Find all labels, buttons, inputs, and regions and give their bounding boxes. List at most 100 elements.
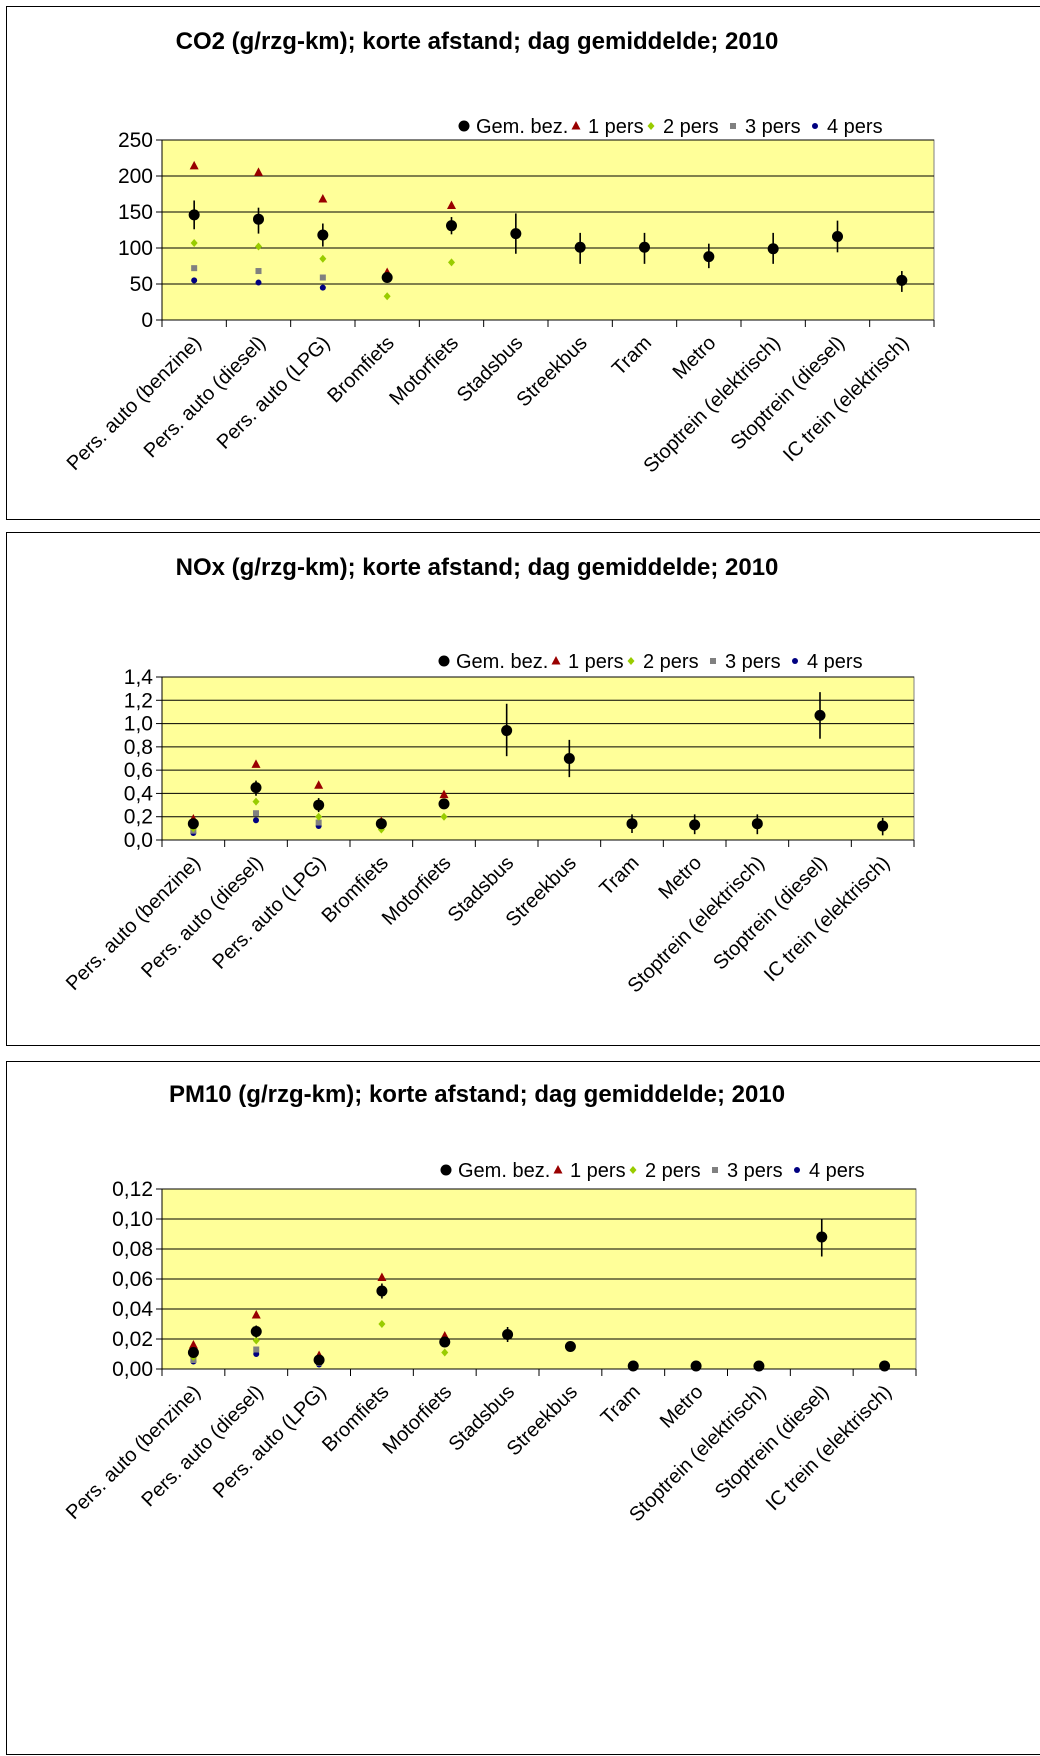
y-tick-label: 50: [130, 273, 153, 296]
chart-title: NOx (g/rzg-km); korte afstand; dag gemid…: [176, 554, 779, 581]
legend: Gem. bez. 1 pers 2 pers 3 pers 4 pers: [414, 647, 919, 674]
data-point-pers3: [255, 268, 262, 275]
y-tick-label: 0,08: [112, 1238, 153, 1261]
data-point-pers2: [315, 812, 323, 821]
data-point-pers1: [188, 1340, 198, 1349]
chart-panel-pm10: PM10 (g/rzg-km); korte afstand; dag gemi…: [6, 1061, 1040, 1755]
chart-title: PM10 (g/rzg-km); korte afstand; dag gemi…: [169, 1081, 785, 1108]
y-tick-label: 0,12: [112, 1178, 153, 1201]
legend-label: 4 pers: [807, 651, 863, 673]
data-point-gem-bez: [375, 818, 387, 830]
y-tick-label: 1,2: [124, 689, 153, 712]
data-point-gem-bez: [253, 213, 264, 225]
data-point-gem-bez: [510, 228, 522, 240]
data-point-pers2: [448, 258, 455, 267]
x-category-label: Stoptrein (diesel): [709, 852, 831, 974]
legend-marker: [627, 657, 635, 665]
chart-nox: NOx (g/rzg-km); korte afstand; dag gemid…: [62, 554, 919, 997]
legend-label: 3 pers: [725, 651, 781, 673]
legend-background: [414, 647, 919, 674]
y-tick-label: 0,6: [124, 759, 153, 782]
data-point-gem-bez: [627, 1360, 639, 1372]
x-category-label: Motorfiets: [378, 852, 456, 930]
data-point-gem-bez: [767, 243, 779, 255]
legend: Gem. bez. 1 pers 2 pers 3 pers 4 pers: [416, 1156, 921, 1183]
legend-marker: [812, 123, 818, 129]
x-category-label: IC trein (elektrisch): [779, 332, 913, 466]
x-category-label: Pers. auto (diesel): [137, 1381, 267, 1511]
chart-co2: CO2 (g/rzg-km); korte afstand; dag gemid…: [63, 28, 939, 477]
x-category-label: Motorfiets: [379, 1381, 457, 1459]
data-point-gem-bez: [753, 1360, 765, 1372]
data-point-pers1: [314, 780, 324, 789]
legend-marker: [792, 658, 798, 664]
legend-marker: [712, 1167, 718, 1173]
data-point-pers4: [319, 284, 326, 291]
data-point-gem-bez: [751, 818, 763, 830]
data-point-gem-bez: [317, 229, 329, 241]
x-category-label: Metro: [669, 332, 721, 384]
y-tick-label: 0,00: [112, 1358, 153, 1381]
y-tick-label: 100: [118, 237, 153, 260]
x-category-label: Tram: [597, 1381, 645, 1429]
data-point-pers1: [254, 167, 263, 176]
data-point-gem-bez: [250, 1326, 262, 1337]
legend-marker: [647, 122, 655, 130]
data-point-pers2: [252, 1336, 260, 1345]
data-point-pers2: [440, 812, 448, 821]
y-tick-label: 0,8: [124, 736, 153, 759]
data-point-gem-bez: [188, 209, 200, 221]
legend-marker: [571, 121, 581, 130]
data-point-gem-bez: [879, 1360, 891, 1372]
data-point-gem-bez: [639, 241, 650, 253]
legend-label: 2 pers: [645, 1160, 701, 1182]
data-point-gem-bez: [438, 798, 450, 810]
data-point-gem-bez: [564, 1341, 576, 1352]
x-category-label: Tram: [608, 332, 656, 380]
data-point-pers2: [383, 292, 391, 301]
y-tick-label: 0,2: [124, 806, 153, 829]
legend-marker: [551, 656, 561, 665]
x-category-label: IC trein (elektrisch): [762, 1381, 896, 1515]
data-point-gem-bez: [439, 1336, 451, 1348]
data-point-pers4: [255, 279, 262, 286]
legend-label: Gem. bez.: [456, 651, 548, 673]
data-point-pers1: [447, 200, 456, 210]
data-point-gem-bez: [877, 820, 889, 832]
legend-marker: [553, 1165, 563, 1174]
data-point-pers1: [251, 1310, 261, 1319]
data-point-pers3: [319, 274, 326, 281]
y-tick-label: 0,10: [112, 1208, 153, 1231]
y-tick-label: 200: [118, 165, 153, 188]
data-point-gem-bez: [690, 1360, 702, 1372]
x-category-label: Pers. auto (LPG): [213, 332, 335, 454]
legend-marker: [629, 1166, 637, 1174]
data-point-gem-bez: [250, 782, 262, 794]
data-point-pers1: [377, 1272, 387, 1281]
legend-label: 1 pers: [588, 116, 644, 138]
data-point-gem-bez: [574, 241, 586, 253]
plot-area: [161, 676, 915, 841]
y-tick-label: 1,0: [124, 713, 153, 736]
y-tick-label: 0,04: [112, 1298, 153, 1321]
x-category-label: Metro: [654, 852, 706, 904]
data-point-gem-bez: [689, 819, 701, 831]
x-category-label: Metro: [656, 1381, 708, 1433]
x-category-label: Stoptrein (diesel): [727, 332, 849, 454]
plot-area: [161, 139, 935, 321]
data-point-pers2: [190, 238, 198, 247]
legend-label: Gem. bez.: [476, 116, 568, 138]
legend-marker: [794, 1167, 800, 1173]
x-category-label: Tram: [596, 852, 644, 900]
legend-label: 1 pers: [570, 1160, 626, 1182]
data-point-gem-bez: [814, 709, 826, 721]
data-point-gem-bez: [626, 818, 638, 830]
chart-panel-co2: CO2 (g/rzg-km); korte afstand; dag gemid…: [6, 6, 1040, 520]
legend-label: 2 pers: [663, 116, 719, 138]
data-point-pers4: [253, 817, 259, 824]
data-point-pers4: [191, 277, 198, 284]
y-tick-label: 150: [118, 201, 153, 224]
x-category-label: Pers. auto (LPG): [209, 852, 331, 974]
legend-label: 4 pers: [827, 116, 883, 138]
data-point-gem-bez: [896, 274, 908, 286]
